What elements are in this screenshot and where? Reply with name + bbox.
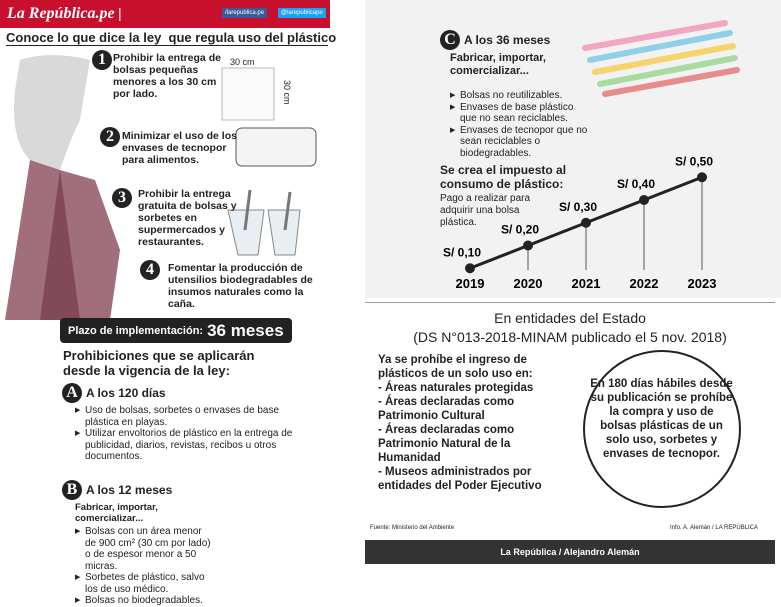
credit: Info. A. Alemán / LA REPÚBLICA bbox=[670, 525, 759, 531]
chart-title: Se crea el impuesto al consumo de plásti… bbox=[440, 163, 567, 191]
chart-subtitle: Pago a realizar para adquirir una bolsa … bbox=[440, 193, 531, 228]
phase-item: Envases de tecnopor que no sean reciclab… bbox=[450, 125, 590, 160]
state-title: En entidades del Estado bbox=[494, 310, 646, 326]
straws bbox=[582, 20, 740, 97]
implementation-label: Plazo de implementación: bbox=[68, 324, 204, 337]
phase-items: Bolsas no reutilizables.Envases de base … bbox=[450, 90, 590, 159]
point bbox=[581, 217, 591, 228]
phase-subtitle: Fabricar, importar, comercializar... bbox=[450, 52, 546, 77]
state-item: - Áreas declaradas como Patrimonio Cultu… bbox=[378, 396, 515, 422]
separator: | bbox=[118, 5, 122, 21]
footer: La República / Alejandro Alemán bbox=[365, 540, 775, 564]
value-label: S/ 0,50 bbox=[675, 154, 713, 168]
year-label: 2020 bbox=[514, 276, 543, 291]
phase-item: Envases de base plástico que no sean rec… bbox=[450, 102, 590, 125]
point bbox=[523, 240, 533, 251]
implementation-value: 36 meses bbox=[207, 320, 284, 340]
measure-number: 4 bbox=[140, 260, 160, 280]
phase-item: Uso de bolsas, sorbetes o envases de bas… bbox=[75, 405, 315, 428]
year-label: 2022 bbox=[630, 276, 659, 291]
measure-text: Prohibir la entrega de bolsas pequeñas m… bbox=[113, 52, 221, 100]
phase-subtitle: Fabricar, importar, comercializar... bbox=[75, 502, 158, 524]
tax-chart: S/ 0,10 2019 S/ 0,20 2020 S/ 0,30 2021 S/ 0,40… bbox=[443, 154, 717, 291]
phase-letter: C bbox=[440, 30, 460, 50]
phase-item: Bolsas no reutilizables. bbox=[450, 90, 590, 102]
value-label: S/ 0,20 bbox=[501, 223, 539, 237]
prohibitions-title: Prohibiciones que se aplicarán desde la … bbox=[63, 348, 255, 378]
header-bar bbox=[0, 0, 330, 28]
state-item: - Áreas declaradas como Patrimonio Natur… bbox=[378, 424, 515, 464]
divider bbox=[365, 302, 775, 303]
phase-title: A los 120 días bbox=[86, 386, 166, 400]
measure-text: Prohibir la entrega gratuita de bolsas y… bbox=[138, 188, 237, 248]
phase-items: Uso de bolsas, sorbetes o envases de bas… bbox=[75, 405, 315, 463]
twitter: @larepublicape bbox=[278, 8, 326, 18]
circle-text: En 180 días hábiles desde su publicación… bbox=[590, 378, 733, 460]
dimension: 30 cm bbox=[282, 80, 292, 105]
brand: La República.pe bbox=[7, 5, 115, 22]
circle bbox=[583, 350, 741, 508]
point bbox=[697, 172, 707, 183]
state-item: - Museos administrados por entidades del… bbox=[378, 466, 542, 492]
value-label: S/ 0,30 bbox=[559, 200, 597, 214]
phase-title: A los 12 meses bbox=[86, 483, 173, 497]
implementation: Plazo de implementación: 36 meses bbox=[60, 318, 292, 343]
state-items: - Áreas naturales protegidas - Áreas decl… bbox=[378, 381, 553, 493]
facebook: /larepublica.pe bbox=[222, 8, 268, 18]
year-label: 2023 bbox=[688, 276, 717, 291]
headline: Conoce lo que dice la ley que regula uso… bbox=[6, 30, 337, 46]
measure-number: 2 bbox=[100, 127, 120, 147]
value-label: S/ 0,10 bbox=[443, 245, 481, 259]
phase-items: Bolsas con un área menor de 900 cm² (30 … bbox=[75, 526, 215, 607]
phase-letter: A bbox=[62, 383, 82, 403]
illustration bbox=[5, 55, 317, 320]
phase-item: Utilizar envoltorios de plástico en la e… bbox=[75, 428, 315, 463]
measure-text: Fomentar la producción de utensilios bio… bbox=[168, 262, 313, 310]
year-label: 2021 bbox=[572, 276, 601, 291]
point bbox=[465, 263, 475, 274]
measure-number: 3 bbox=[112, 188, 132, 208]
phase-item: Bolsas no biodegradables. bbox=[75, 595, 215, 607]
point bbox=[639, 195, 649, 205]
phase-item: Bolsas con un área menor de 900 cm² (30 … bbox=[75, 526, 215, 572]
state-intro: Ya se prohíbe el ingreso de plásticos de… bbox=[378, 354, 533, 380]
state-item: - Áreas naturales protegidas bbox=[378, 382, 534, 394]
phase-title: A los 36 meses bbox=[464, 33, 551, 47]
year-label: 2019 bbox=[456, 276, 485, 291]
value-label: S/ 0,40 bbox=[617, 177, 655, 191]
measure-text: Minimizar el uso de los envases de tecno… bbox=[122, 130, 237, 166]
decree: (DS N°013-2018-MINAM publicado el 5 nov.… bbox=[413, 329, 727, 345]
source: Fuente: Ministerio del Ambiente bbox=[370, 525, 455, 531]
phase-letter: B bbox=[62, 480, 82, 500]
measure-number: 1 bbox=[92, 50, 112, 70]
phase-item: Sorbetes de plástico, salvo los de uso m… bbox=[75, 572, 215, 595]
dimension: 30 cm bbox=[230, 57, 255, 67]
